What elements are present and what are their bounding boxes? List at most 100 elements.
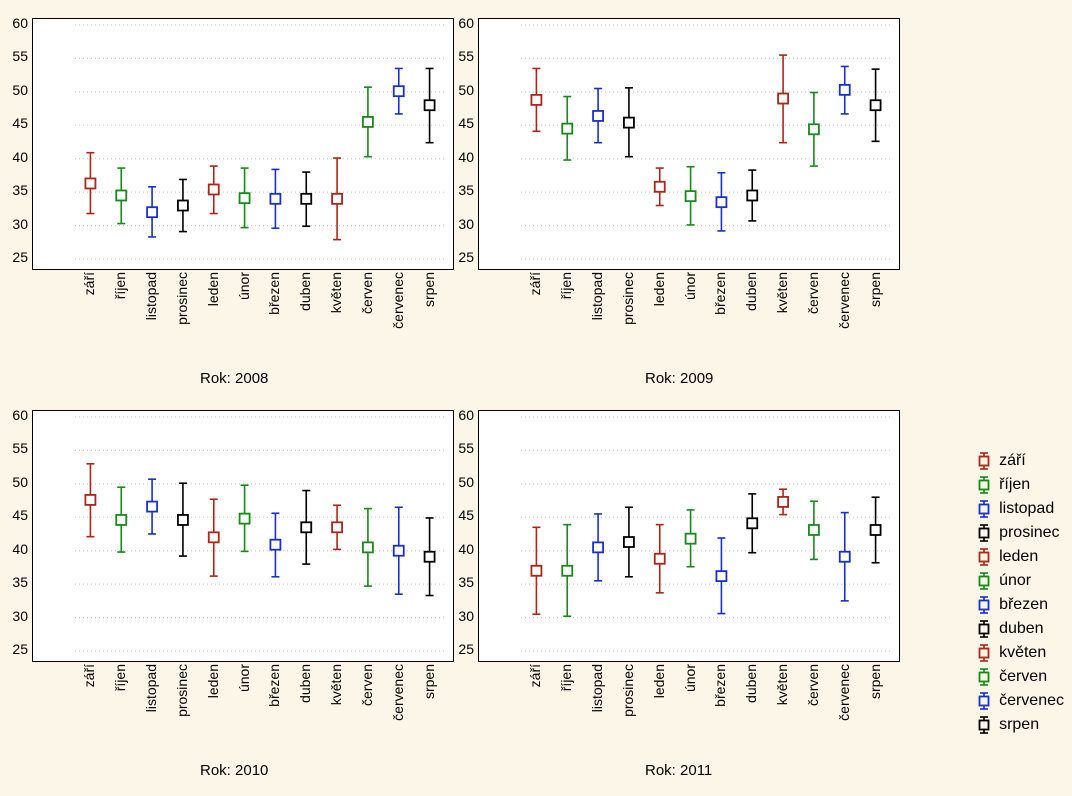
x-tick-label: červenec — [836, 272, 852, 329]
data-marker — [747, 190, 757, 200]
data-marker — [716, 197, 726, 207]
x-tick-label: září — [81, 272, 97, 295]
x-tick-label: březen — [266, 664, 282, 707]
x-tick-label: srpen — [421, 664, 437, 699]
data-marker — [840, 552, 850, 562]
data-marker — [809, 124, 819, 134]
data-marker — [716, 571, 726, 581]
data-marker — [363, 542, 373, 552]
legend-item: leden — [975, 546, 1064, 568]
data-marker — [655, 554, 665, 564]
data-marker — [840, 85, 850, 95]
data-marker — [624, 118, 634, 128]
legend-item: duben — [975, 618, 1064, 640]
x-tick-label: březen — [712, 272, 728, 315]
data-marker — [531, 566, 541, 576]
data-marker — [562, 566, 572, 576]
x-tick-label: březen — [712, 664, 728, 707]
legend-item: březen — [975, 594, 1064, 616]
x-tick-label: srpen — [867, 272, 883, 307]
y-tick-label: 55 — [12, 48, 28, 64]
y-tick-label: 25 — [12, 249, 28, 265]
legend-marker-icon — [975, 716, 993, 734]
chart-panel — [478, 410, 900, 662]
legend-label: březen — [999, 594, 1048, 616]
legend-label: listopad — [999, 498, 1054, 520]
y-tick-label: 45 — [12, 115, 28, 131]
y-tick-label: 40 — [458, 149, 474, 165]
x-tick-label: duben — [297, 664, 313, 703]
y-tick-label: 50 — [458, 474, 474, 490]
y-tick-label: 45 — [458, 115, 474, 131]
data-marker — [363, 117, 373, 127]
x-tick-label: červen — [359, 272, 375, 314]
legend-item: červen — [975, 666, 1064, 688]
legend-item: srpen — [975, 714, 1064, 736]
x-tick-label: prosinec — [174, 272, 190, 325]
data-marker — [531, 95, 541, 105]
legend-label: leden — [999, 546, 1038, 568]
chart-grid: 2530354045505560záříříjenlistopadprosine… — [0, 0, 1072, 796]
x-tick-label: únor — [682, 664, 698, 692]
x-tick-label: říjen — [558, 272, 574, 299]
x-tick-label: listopad — [589, 664, 605, 712]
legend-label: květen — [999, 642, 1046, 664]
legend-marker-icon — [975, 548, 993, 566]
data-marker — [301, 522, 311, 532]
data-marker — [871, 525, 881, 535]
legend-label: únor — [999, 570, 1031, 592]
data-marker — [593, 542, 603, 552]
y-tick-label: 55 — [12, 440, 28, 456]
y-tick-label: 50 — [12, 82, 28, 98]
x-tick-label: leden — [205, 272, 221, 306]
x-tick-label: září — [527, 664, 543, 687]
panel-subtitle: Rok: 2009 — [645, 370, 713, 387]
x-tick-label: květen — [774, 272, 790, 313]
legend-marker-icon — [975, 644, 993, 662]
x-tick-label: srpen — [421, 272, 437, 307]
y-tick-label: 30 — [12, 216, 28, 232]
data-marker — [270, 540, 280, 550]
x-tick-label: leden — [651, 272, 667, 306]
y-tick-label: 30 — [458, 608, 474, 624]
x-tick-label: červen — [359, 664, 375, 706]
legend-label: duben — [999, 618, 1044, 640]
x-tick-label: únor — [236, 664, 252, 692]
y-tick-label: 35 — [12, 182, 28, 198]
x-tick-label: srpen — [867, 664, 883, 699]
y-tick-label: 40 — [12, 541, 28, 557]
y-tick-label: 35 — [458, 182, 474, 198]
data-marker — [394, 546, 404, 556]
legend-item: únor — [975, 570, 1064, 592]
x-tick-label: květen — [328, 272, 344, 313]
y-tick-label: 55 — [458, 48, 474, 64]
y-tick-label: 40 — [458, 541, 474, 557]
x-tick-label: prosinec — [174, 664, 190, 717]
x-tick-label: červen — [805, 272, 821, 314]
legend-marker-icon — [975, 524, 993, 542]
legend-item: říjen — [975, 474, 1064, 496]
x-tick-label: duben — [743, 664, 759, 703]
x-tick-label: září — [81, 664, 97, 687]
chart-panel — [478, 18, 900, 270]
data-marker — [147, 207, 157, 217]
data-marker — [240, 514, 250, 524]
legend-label: srpen — [999, 714, 1039, 736]
y-tick-label: 45 — [12, 507, 28, 523]
legend-marker-icon — [975, 476, 993, 494]
data-marker — [809, 525, 819, 535]
legend-marker-icon — [975, 692, 993, 710]
legend-label: červen — [999, 666, 1047, 688]
legend-label: září — [999, 450, 1026, 472]
y-tick-label: 30 — [12, 608, 28, 624]
data-marker — [270, 194, 280, 204]
y-tick-label: 60 — [12, 15, 28, 31]
data-marker — [209, 532, 219, 542]
legend-item: prosinec — [975, 522, 1064, 544]
data-marker — [332, 194, 342, 204]
y-tick-label: 60 — [458, 15, 474, 31]
chart-panel — [32, 410, 454, 662]
x-tick-label: říjen — [112, 664, 128, 691]
legend-marker-icon — [975, 500, 993, 518]
data-marker — [178, 515, 188, 525]
